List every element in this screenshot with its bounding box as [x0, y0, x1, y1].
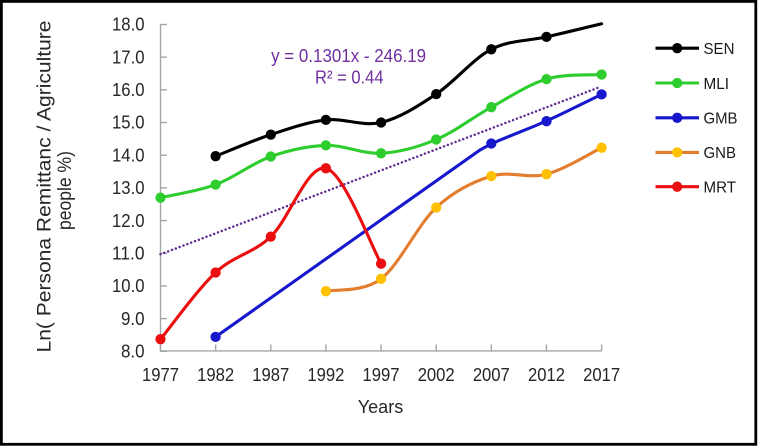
svg-text:GNB: GNB [704, 145, 737, 162]
svg-text:14.0: 14.0 [112, 145, 145, 165]
svg-text:2002: 2002 [418, 365, 455, 385]
svg-text:2017: 2017 [583, 365, 620, 385]
svg-text:9.0: 9.0 [121, 309, 145, 329]
svg-text:2012: 2012 [528, 365, 565, 385]
svg-text:MRT: MRT [704, 180, 737, 197]
svg-text:18.0: 18.0 [112, 15, 145, 35]
svg-text:1992: 1992 [307, 365, 344, 385]
svg-text:SEN: SEN [704, 41, 735, 58]
svg-text:Years: Years [358, 396, 404, 417]
svg-text:17.0: 17.0 [112, 47, 145, 67]
svg-text:16.0: 16.0 [112, 80, 145, 100]
svg-text:R² = 0.44: R² = 0.44 [315, 67, 384, 87]
svg-text:GMB: GMB [704, 111, 738, 128]
svg-text:15.0: 15.0 [112, 113, 145, 133]
svg-text:1977: 1977 [142, 365, 179, 385]
svg-text:people %): people %) [55, 151, 76, 230]
svg-text:2007: 2007 [473, 365, 510, 385]
svg-text:8.0: 8.0 [121, 342, 145, 362]
svg-text:10.0: 10.0 [112, 276, 145, 296]
svg-text:1997: 1997 [363, 365, 400, 385]
svg-text:13.0: 13.0 [112, 178, 145, 198]
svg-text:1982: 1982 [197, 365, 234, 385]
svg-text:1987: 1987 [252, 365, 289, 385]
svg-text:Ln( Persona Remittanc / Agricu: Ln( Persona Remittanc / Agriculture [35, 21, 56, 353]
svg-text:11.0: 11.0 [112, 244, 145, 264]
svg-text:y = 0.1301x - 246.19: y = 0.1301x - 246.19 [271, 46, 426, 66]
svg-text:12.0: 12.0 [112, 211, 145, 231]
svg-text:MLI: MLI [704, 76, 730, 93]
